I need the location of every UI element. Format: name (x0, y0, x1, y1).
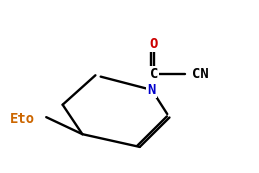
Text: CN: CN (192, 67, 209, 81)
Text: O: O (150, 37, 158, 51)
Text: C: C (150, 67, 158, 81)
Text: Eto: Eto (10, 112, 35, 126)
Text: N: N (148, 83, 156, 97)
